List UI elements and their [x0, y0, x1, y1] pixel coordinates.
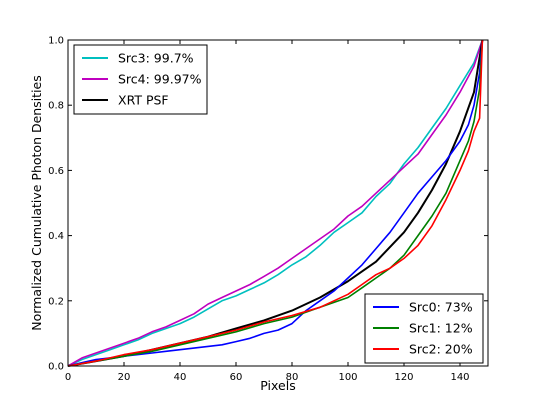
y-tick-label: 0.2 [48, 296, 64, 307]
y-tick-label: 1.0 [48, 36, 64, 47]
x-tick-label: 100 [338, 372, 357, 383]
y-tick-label: 0.6 [48, 166, 64, 177]
legend-label-xrt-psf: XRT PSF [118, 93, 169, 108]
legend-lower-right: Src0: 73% Src1: 12% Src2: 20% [364, 293, 484, 364]
legend-label-src2-20: Src2: 20% [409, 342, 473, 357]
x-tick-label: 0 [65, 372, 71, 383]
x-axis-label: Pixels [260, 378, 295, 393]
y-axis-label: Normalized Cumulative Photon Densities [29, 75, 44, 331]
x-tick-label: 80 [286, 372, 299, 383]
x-tick-label: 60 [230, 372, 243, 383]
plot-lines [67, 39, 484, 367]
plot-frame [67, 39, 489, 367]
series-line-src2-20 [67, 39, 484, 367]
x-tick-label: 140 [450, 372, 469, 383]
x-tick-label: 20 [118, 372, 131, 383]
legend-label-src4-99-97: Src4: 99.97% [118, 72, 202, 87]
series-line-src4-99-97 [67, 39, 484, 367]
legend-label-src1-12: Src1: 12% [409, 321, 473, 336]
legend-label-src3-99-7: Src3: 99.7% [118, 51, 194, 66]
y-tick-label: 0.4 [48, 231, 64, 242]
series-line-src0-73 [67, 39, 484, 367]
x-tick-label: 40 [174, 372, 187, 383]
x-tick-label: 120 [394, 372, 413, 383]
legend-upper-left: Src3: 99.7% Src4: 99.97% XRT PSF [73, 44, 208, 115]
series-line-src1-12 [67, 39, 484, 367]
y-tick-label: 0.8 [48, 101, 64, 112]
legend-label-src0-73: Src0: 73% [409, 300, 473, 315]
series-line-src3-99-7 [67, 39, 484, 367]
axis-ticks: 0 20 40 60 80 100 120 140 0.0 0.2 0.4 0.6 0.8 1.0 [48, 36, 488, 383]
y-tick-label: 0.0 [48, 362, 64, 373]
